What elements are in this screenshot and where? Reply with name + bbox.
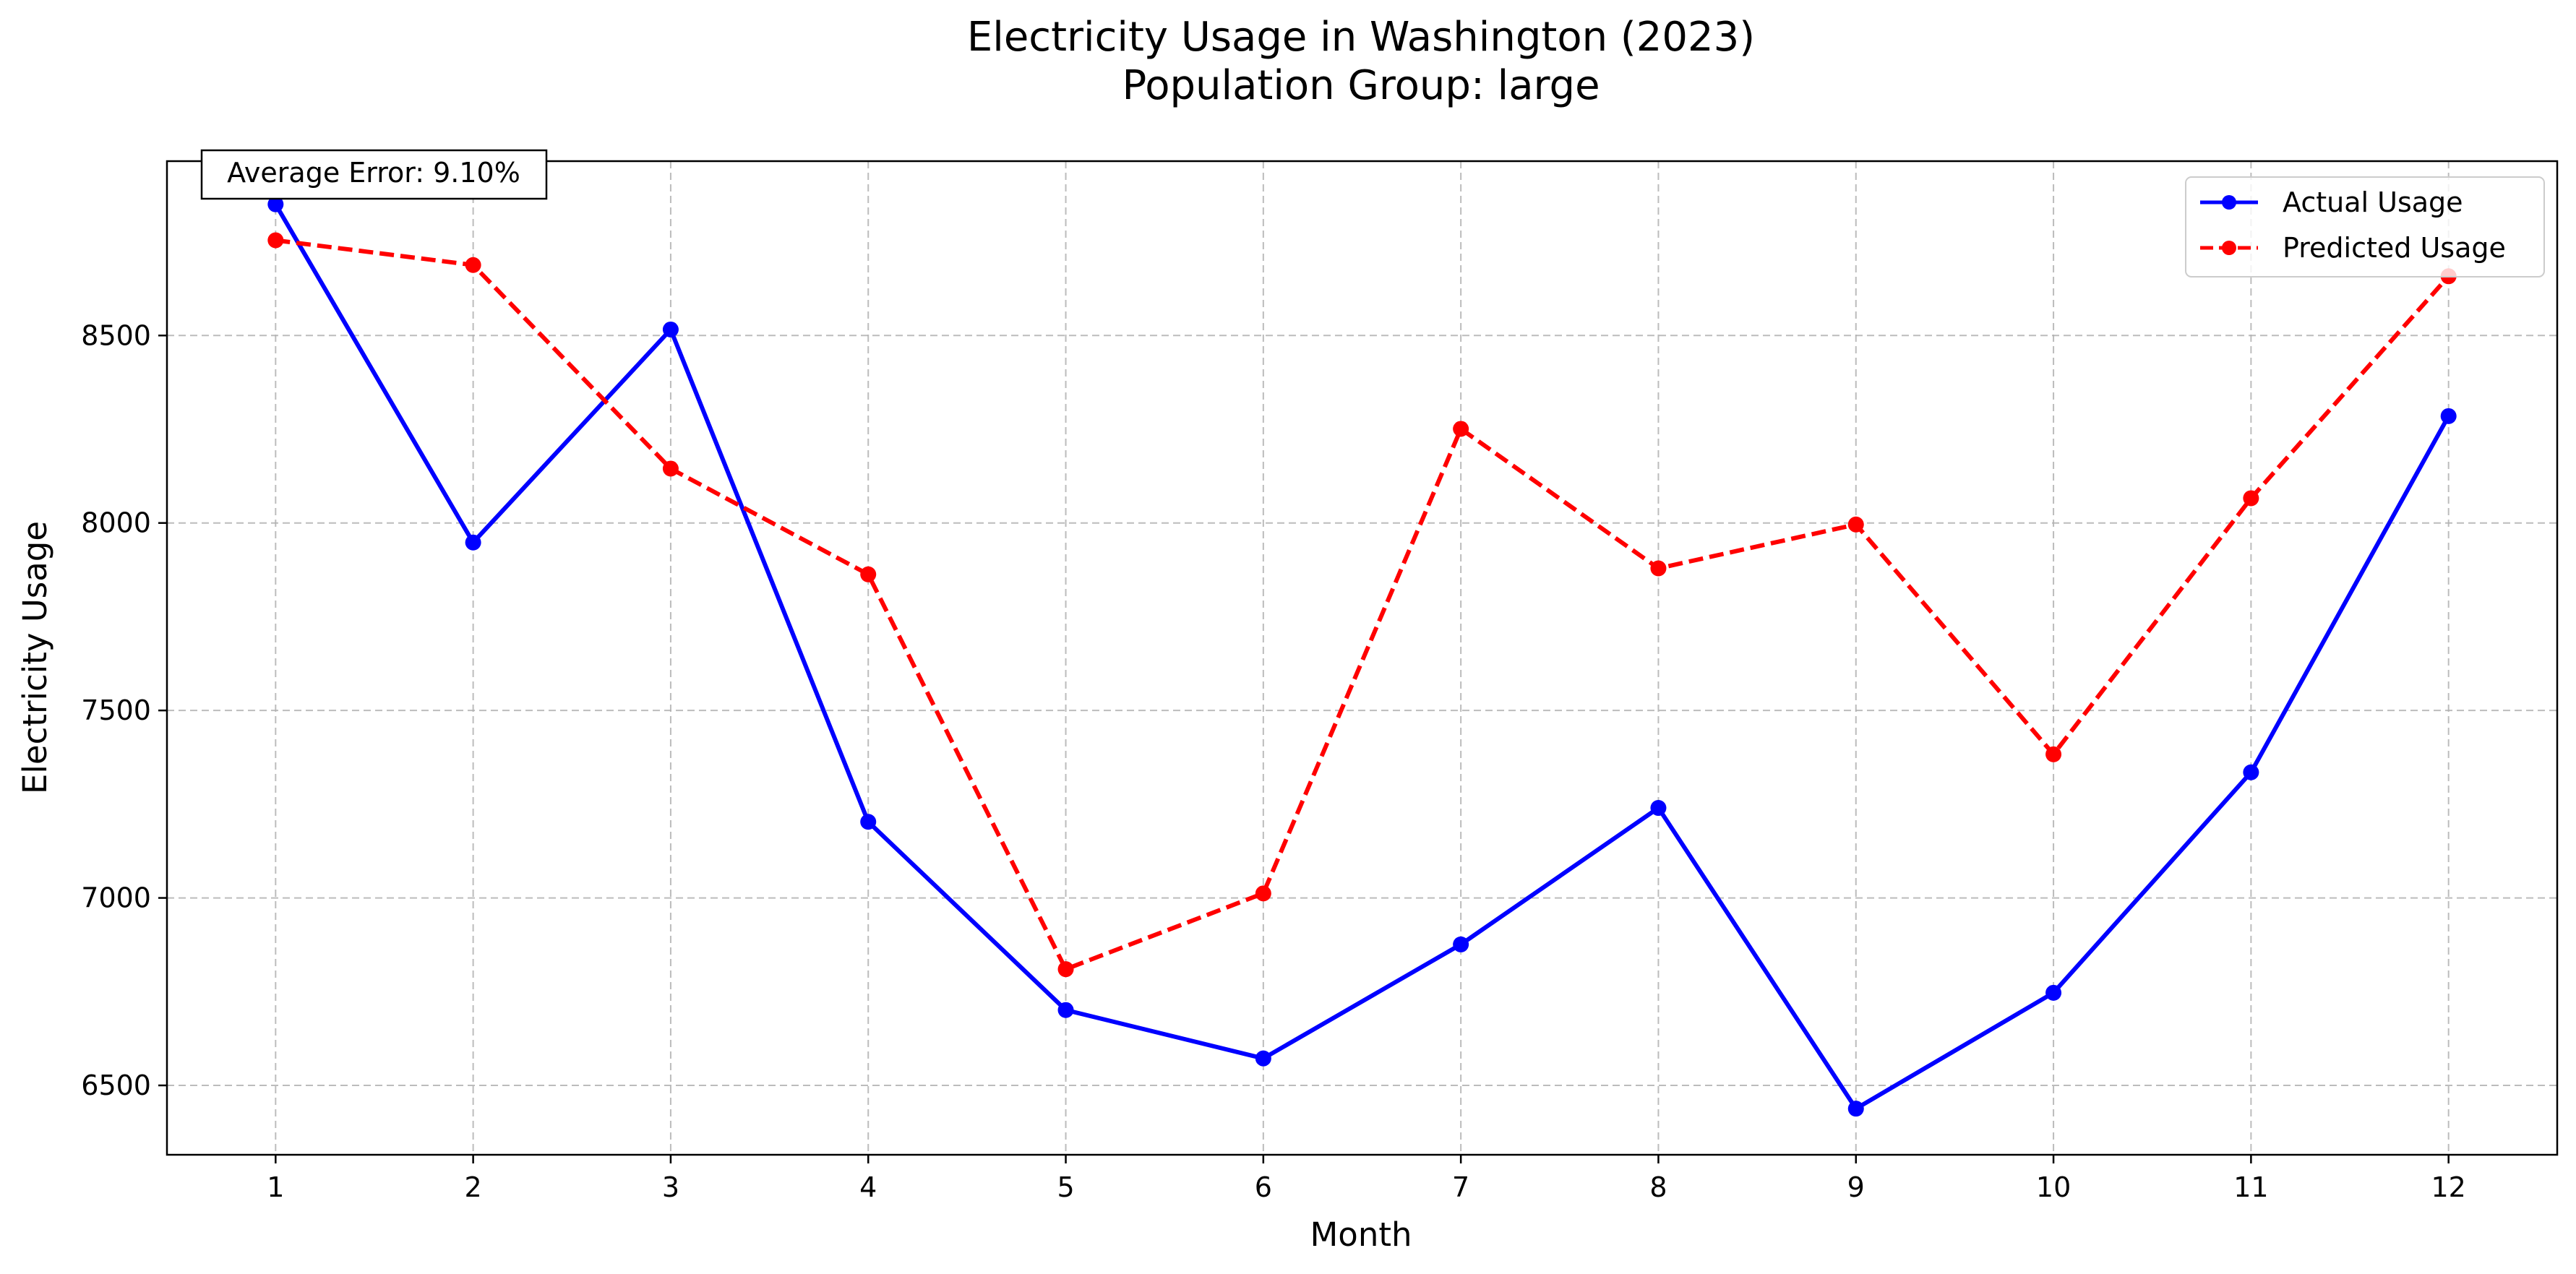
data-point-actual-usage: [2243, 764, 2259, 780]
data-point-predicted-usage: [1847, 516, 1864, 533]
x-tick-label: 5: [1057, 1171, 1074, 1203]
data-point-predicted-usage: [662, 460, 679, 477]
x-tick-label: 6: [1255, 1171, 1272, 1203]
x-tick-label: 12: [2431, 1171, 2466, 1203]
data-point-actual-usage: [1650, 800, 1667, 817]
y-tick-label: 8500: [81, 319, 151, 351]
x-tick-label: 2: [465, 1171, 482, 1203]
data-point-actual-usage: [2440, 408, 2457, 424]
data-point-predicted-usage: [2045, 746, 2062, 762]
data-point-actual-usage: [2045, 984, 2062, 1001]
data-point-predicted-usage: [1255, 885, 1271, 902]
data-point-predicted-usage: [1650, 560, 1667, 577]
y-axis-label: Electricity Usage: [16, 521, 54, 794]
average-error-annotation: Average Error: 9.10%: [227, 157, 520, 189]
y-tick-label: 8000: [81, 507, 151, 539]
data-point-actual-usage: [267, 196, 284, 212]
data-point-predicted-usage: [1453, 421, 1469, 437]
x-tick-label: 9: [1847, 1171, 1865, 1203]
data-point-actual-usage: [860, 814, 877, 830]
x-tick-label: 1: [267, 1171, 284, 1203]
x-tick-label: 3: [662, 1171, 679, 1203]
legend-frame: [2185, 176, 2545, 277]
plot-frame: [166, 160, 2559, 1156]
data-point-predicted-usage: [465, 257, 481, 273]
series-line-predicted-usage: [275, 238, 2450, 972]
legend-marker-predicted: [2222, 241, 2236, 255]
x-tick-label: 11: [2233, 1171, 2268, 1203]
data-point-actual-usage: [1057, 1002, 1074, 1018]
x-tick-label: 7: [1452, 1171, 1469, 1203]
legend-label-actual: Actual Usage: [2283, 186, 2463, 218]
x-axis-label: Month: [1310, 1215, 1412, 1254]
y-tick-label: 7500: [81, 694, 151, 726]
series-group: [267, 196, 2457, 1117]
annotation-frame: [200, 149, 548, 200]
data-point-predicted-usage: [267, 232, 284, 249]
legend: Actual Usage Predicted Usage: [2185, 176, 2545, 277]
legend-label-predicted: Predicted Usage: [2283, 232, 2506, 264]
chart-subtitle: Population Group: large: [1122, 62, 1600, 109]
legend-marker-actual: [2222, 195, 2236, 210]
data-point-actual-usage: [465, 534, 481, 551]
x-tick-label: 4: [859, 1171, 877, 1203]
data-point-actual-usage: [1453, 936, 1469, 952]
y-tick-label: 6500: [81, 1069, 151, 1101]
data-point-actual-usage: [1255, 1050, 1271, 1067]
x-tick-label: 8: [1649, 1171, 1667, 1203]
annotation-box: Average Error: 9.10%: [200, 149, 548, 200]
x-tick-label: 10: [2036, 1171, 2071, 1203]
series-line-actual-usage: [273, 203, 2451, 1111]
y-tick-label: 7000: [81, 882, 151, 914]
chart-title: Electricity Usage in Washington (2023): [967, 14, 1755, 61]
data-point-actual-usage: [662, 321, 679, 337]
data-point-predicted-usage: [860, 566, 877, 582]
data-point-actual-usage: [1847, 1101, 1864, 1117]
data-point-predicted-usage: [2243, 490, 2259, 507]
data-point-predicted-usage: [1057, 961, 1074, 978]
